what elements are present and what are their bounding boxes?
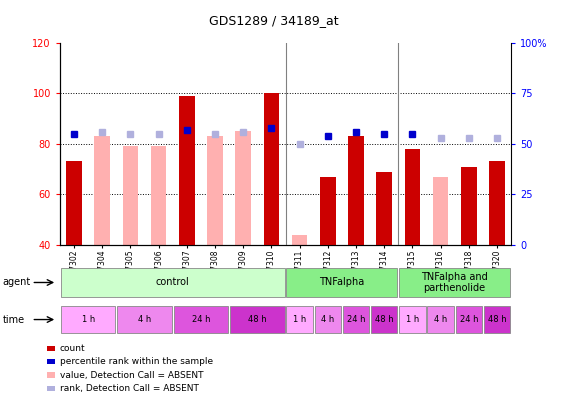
Text: 4 h: 4 h <box>434 315 447 324</box>
Bar <box>376 172 392 245</box>
Bar <box>433 177 448 245</box>
Bar <box>47 359 55 364</box>
Text: 48 h: 48 h <box>488 315 506 324</box>
Bar <box>399 306 425 333</box>
Bar <box>61 306 115 333</box>
Bar <box>61 268 285 297</box>
Bar <box>174 306 228 333</box>
Bar <box>151 146 166 245</box>
Text: 48 h: 48 h <box>375 315 393 324</box>
Text: 24 h: 24 h <box>192 315 210 324</box>
Bar <box>47 373 55 377</box>
Bar <box>292 235 307 245</box>
Bar <box>66 162 82 245</box>
Text: count: count <box>60 344 86 353</box>
Text: 4 h: 4 h <box>138 315 151 324</box>
Text: 24 h: 24 h <box>460 315 478 324</box>
Bar <box>315 306 341 333</box>
Text: time: time <box>3 315 25 324</box>
Bar <box>230 306 285 333</box>
Bar <box>371 306 397 333</box>
Text: 1 h: 1 h <box>293 315 306 324</box>
Bar <box>320 177 336 245</box>
Bar <box>286 268 397 297</box>
Text: TNFalpha: TNFalpha <box>319 277 364 288</box>
Text: TNFalpha and
parthenolide: TNFalpha and parthenolide <box>421 272 488 293</box>
Text: 4 h: 4 h <box>321 315 335 324</box>
Bar <box>461 166 477 245</box>
Text: 1 h: 1 h <box>406 315 419 324</box>
Bar <box>117 306 172 333</box>
Text: value, Detection Call = ABSENT: value, Detection Call = ABSENT <box>60 371 203 379</box>
Bar <box>207 136 223 245</box>
Bar <box>399 268 510 297</box>
Bar <box>405 149 420 245</box>
Bar <box>427 306 454 333</box>
Bar <box>286 306 313 333</box>
Text: agent: agent <box>3 277 31 288</box>
Bar <box>456 306 482 333</box>
Text: GDS1289 / 34189_at: GDS1289 / 34189_at <box>209 14 339 27</box>
Bar <box>235 131 251 245</box>
Bar <box>47 346 55 351</box>
Bar <box>264 93 279 245</box>
Text: 1 h: 1 h <box>82 315 95 324</box>
Bar <box>489 162 505 245</box>
Bar <box>179 96 195 245</box>
Bar <box>47 386 55 391</box>
Bar <box>484 306 510 333</box>
Bar <box>123 146 138 245</box>
Text: 48 h: 48 h <box>248 315 267 324</box>
Bar <box>343 306 369 333</box>
Text: control: control <box>156 277 190 288</box>
Bar <box>348 136 364 245</box>
Text: 24 h: 24 h <box>347 315 365 324</box>
Text: percentile rank within the sample: percentile rank within the sample <box>60 357 213 366</box>
Bar <box>94 136 110 245</box>
Text: rank, Detection Call = ABSENT: rank, Detection Call = ABSENT <box>60 384 199 393</box>
